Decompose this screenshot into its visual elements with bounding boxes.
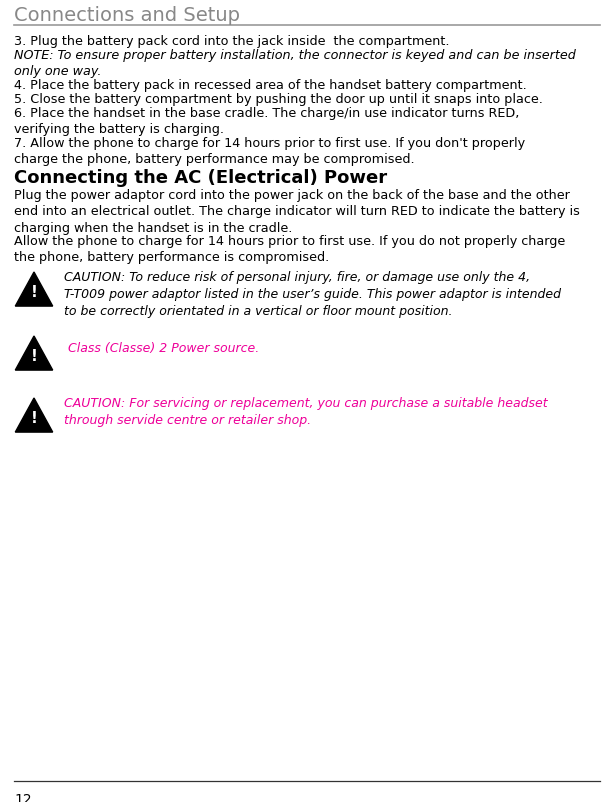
Polygon shape xyxy=(15,337,53,371)
Polygon shape xyxy=(15,399,53,432)
Text: Connecting the AC (Electrical) Power: Connecting the AC (Electrical) Power xyxy=(14,168,387,187)
Text: CAUTION: For servicing or replacement, you can purchase a suitable headset
throu: CAUTION: For servicing or replacement, y… xyxy=(64,396,548,427)
Text: 6. Place the handset in the base cradle. The charge/in use indicator turns RED,
: 6. Place the handset in the base cradle.… xyxy=(14,107,519,136)
Text: 5. Close the battery compartment by pushing the door up until it snaps into plac: 5. Close the battery compartment by push… xyxy=(14,93,543,106)
Text: NOTE: To ensure proper battery installation, the connector is keyed and can be i: NOTE: To ensure proper battery installat… xyxy=(14,49,576,79)
Text: !: ! xyxy=(31,349,37,364)
Text: Connections and Setup: Connections and Setup xyxy=(14,6,240,25)
Text: 7. Allow the phone to charge for 14 hours prior to first use. If you don't prope: 7. Allow the phone to charge for 14 hour… xyxy=(14,137,525,166)
Text: Allow the phone to charge for 14 hours prior to first use. If you do not properl: Allow the phone to charge for 14 hours p… xyxy=(14,235,565,264)
Text: 4. Place the battery pack in recessed area of the handset battery compartment.: 4. Place the battery pack in recessed ar… xyxy=(14,79,527,92)
Text: 3. Plug the battery pack cord into the jack inside  the compartment.: 3. Plug the battery pack cord into the j… xyxy=(14,35,449,48)
Text: !: ! xyxy=(31,411,37,426)
Text: Class (Classe) 2 Power source.: Class (Classe) 2 Power source. xyxy=(64,342,259,355)
Text: CAUTION: To reduce risk of personal injury, fire, or damage use only the 4,
T-T0: CAUTION: To reduce risk of personal inju… xyxy=(64,270,561,318)
Text: Plug the power adaptor cord into the power jack on the back of the base and the : Plug the power adaptor cord into the pow… xyxy=(14,188,580,235)
Text: 12: 12 xyxy=(14,792,32,802)
Polygon shape xyxy=(15,273,53,306)
Text: !: ! xyxy=(31,285,37,300)
